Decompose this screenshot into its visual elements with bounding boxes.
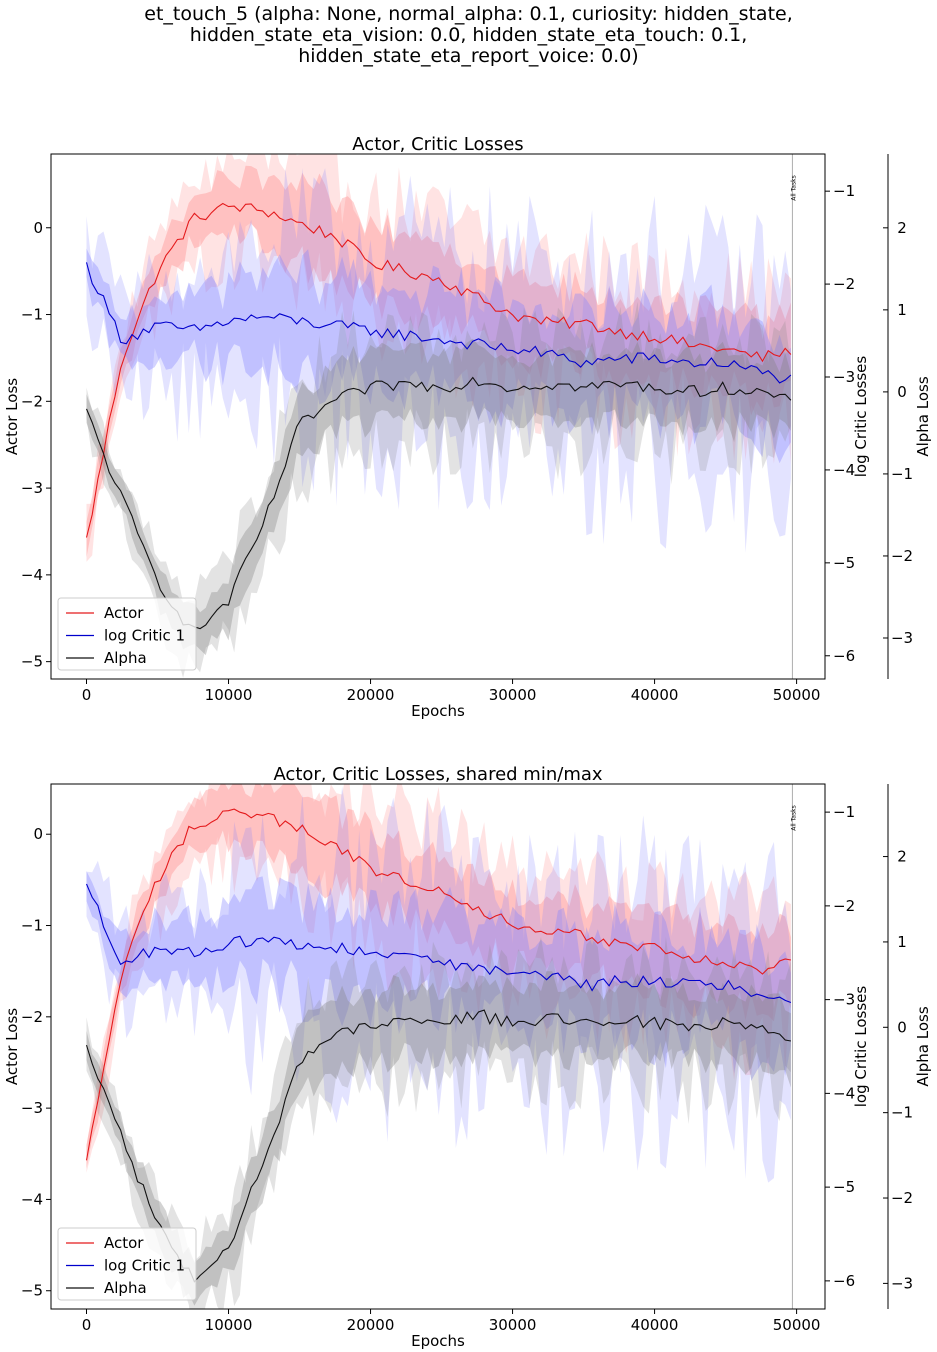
legend: Actor log Critic 1 Alpha — [57, 1227, 197, 1301]
x-tick-label: 10000 — [205, 1316, 253, 1334]
y-tick-label-right: −6 — [833, 1272, 855, 1290]
y-tick-label-right: −5 — [833, 554, 855, 572]
series-line-alpha — [85, 1009, 791, 1283]
plot-area — [85, 154, 793, 679]
y-tick-label-right: −3 — [833, 368, 855, 386]
y-tick-label-left: −2 — [21, 392, 43, 410]
x-tick-label: 0 — [82, 686, 92, 704]
y-tick-label-right2: −1 — [891, 465, 913, 483]
band-alpha-inner — [86, 338, 791, 656]
y-tick-label-left: −3 — [21, 1099, 43, 1117]
x-tick-label: 40000 — [631, 1316, 679, 1334]
legend-entry: Actor — [104, 1234, 144, 1252]
legend-entry: Alpha — [104, 649, 147, 667]
y-axis-label-right: log Critic Losses — [852, 986, 870, 1108]
y-tick-label-right2: 0 — [897, 1018, 907, 1036]
y-axis-label-right2: Alpha Loss — [914, 376, 932, 457]
y-tick-label-right2: 0 — [897, 383, 907, 401]
x-tick-label: 50000 — [773, 1316, 821, 1334]
legend-entry: log Critic 1 — [104, 627, 185, 645]
x-tick-label: 10000 — [205, 686, 253, 704]
legend-box — [57, 597, 197, 671]
y-tick-label-right2: 1 — [897, 933, 907, 951]
y-tick-label-left: −1 — [21, 306, 43, 324]
series-line-actor — [85, 808, 791, 1161]
y-tick-label-right2: 1 — [897, 301, 907, 319]
y-tick-label-left: −5 — [21, 653, 43, 671]
y-tick-label-right2: 2 — [897, 848, 907, 866]
y-tick-label-left: −2 — [21, 1008, 43, 1026]
chart-title: Actor, Critic Losses — [352, 134, 523, 155]
suptitle-line-2: hidden_state_eta_vision: 0.0, hidden_sta… — [189, 24, 748, 46]
y-tick-label-left: 0 — [33, 219, 43, 237]
band-log-critic-1-inner — [86, 871, 791, 1081]
band-alpha-inner — [86, 971, 791, 1306]
x-tick-label: 40000 — [631, 686, 679, 704]
y-tick-label-right: −4 — [833, 461, 855, 479]
y-tick-label-right: −6 — [833, 647, 855, 665]
series-line-actor — [85, 202, 792, 538]
y-tick-label-left: −5 — [21, 1282, 43, 1300]
x-axis-label: Epochs — [411, 1332, 465, 1350]
y-tick-label-left: −1 — [21, 917, 43, 935]
axes-frame — [50, 783, 826, 1310]
suptitle-line-3: hidden_state_eta_report_voice: 0.0) — [298, 45, 639, 67]
legend-entry: log Critic 1 — [104, 1257, 185, 1275]
chart-1: All Tasks Actor, Critic Losses 0 10000 20000… — [3, 134, 932, 720]
x-tick-label: 30000 — [489, 1316, 537, 1334]
x-tick-label: 50000 — [773, 686, 821, 704]
all-tasks-label: All Tasks — [790, 175, 797, 200]
y-tick-label-right2: −3 — [891, 629, 913, 647]
legend-entry: Alpha — [104, 1279, 147, 1297]
chart-title: Actor, Critic Losses, shared min/max — [273, 764, 602, 785]
y-tick-label-right: −1 — [833, 803, 855, 821]
legend-entry: Actor — [104, 604, 144, 622]
x-tick-label: 0 — [82, 1316, 92, 1334]
chart-2: All Tasks Actor, Critic Losses, shared mi… — [3, 764, 932, 1350]
band-actor-inner — [86, 784, 791, 1169]
all-tasks-label: All Tasks — [790, 805, 797, 830]
x-axis-label: Epochs — [411, 702, 465, 720]
x-tick-label: 30000 — [489, 686, 537, 704]
y-tick-label-right2: −1 — [891, 1104, 913, 1122]
y-tick-label-right: −3 — [833, 991, 855, 1009]
y-tick-label-right: −4 — [833, 1084, 855, 1102]
y-tick-label-left: −4 — [21, 1190, 43, 1208]
y-tick-label-right: −1 — [833, 182, 855, 200]
y-axis-label-right2: Alpha Loss — [914, 1006, 932, 1087]
series-line-alpha — [85, 376, 792, 630]
legend-box — [57, 1227, 197, 1301]
y-tick-label-right2: −2 — [891, 1189, 913, 1207]
y-axis-label-right: log Critic Losses — [852, 356, 870, 478]
y-tick-label-right2: −2 — [891, 547, 913, 565]
x-tick-label: 20000 — [347, 686, 395, 704]
y-tick-label-right: −5 — [833, 1178, 855, 1196]
y-tick-label-left: 0 — [33, 825, 43, 843]
axes-frame — [50, 153, 826, 680]
y-tick-label-right2: 2 — [897, 219, 907, 237]
plot-area — [85, 784, 793, 1309]
series-line-log-critic-1 — [85, 262, 792, 384]
band-log-critic-1-inner — [86, 248, 791, 464]
band-alpha-outer — [86, 301, 791, 678]
x-tick-label: 20000 — [347, 1316, 395, 1334]
suptitle-line-1: et_touch_5 (alpha: None, normal_alpha: 0… — [144, 3, 793, 25]
band-log-critic-1-outer — [86, 168, 791, 553]
y-tick-label-right: −2 — [833, 275, 855, 293]
band-actor-inner — [86, 165, 791, 558]
y-tick-label-right: −2 — [833, 897, 855, 915]
band-actor-outer — [86, 784, 791, 1173]
band-log-critic-1-outer — [86, 786, 791, 1183]
y-tick-label-right2: −3 — [891, 1274, 913, 1292]
y-tick-label-left: −4 — [21, 566, 43, 584]
band-alpha-outer — [86, 936, 791, 1309]
y-axis-label-left: Actor Loss — [3, 378, 21, 455]
figure-suptitle: et_touch_5 (alpha: None, normal_alpha: 0… — [0, 4, 937, 67]
y-tick-label-left: −3 — [21, 479, 43, 497]
legend: Actor log Critic 1 Alpha — [57, 597, 197, 671]
band-actor-outer — [86, 154, 791, 562]
y-axis-label-left: Actor Loss — [3, 1008, 21, 1085]
series-line-log-critic-1 — [85, 883, 792, 1004]
